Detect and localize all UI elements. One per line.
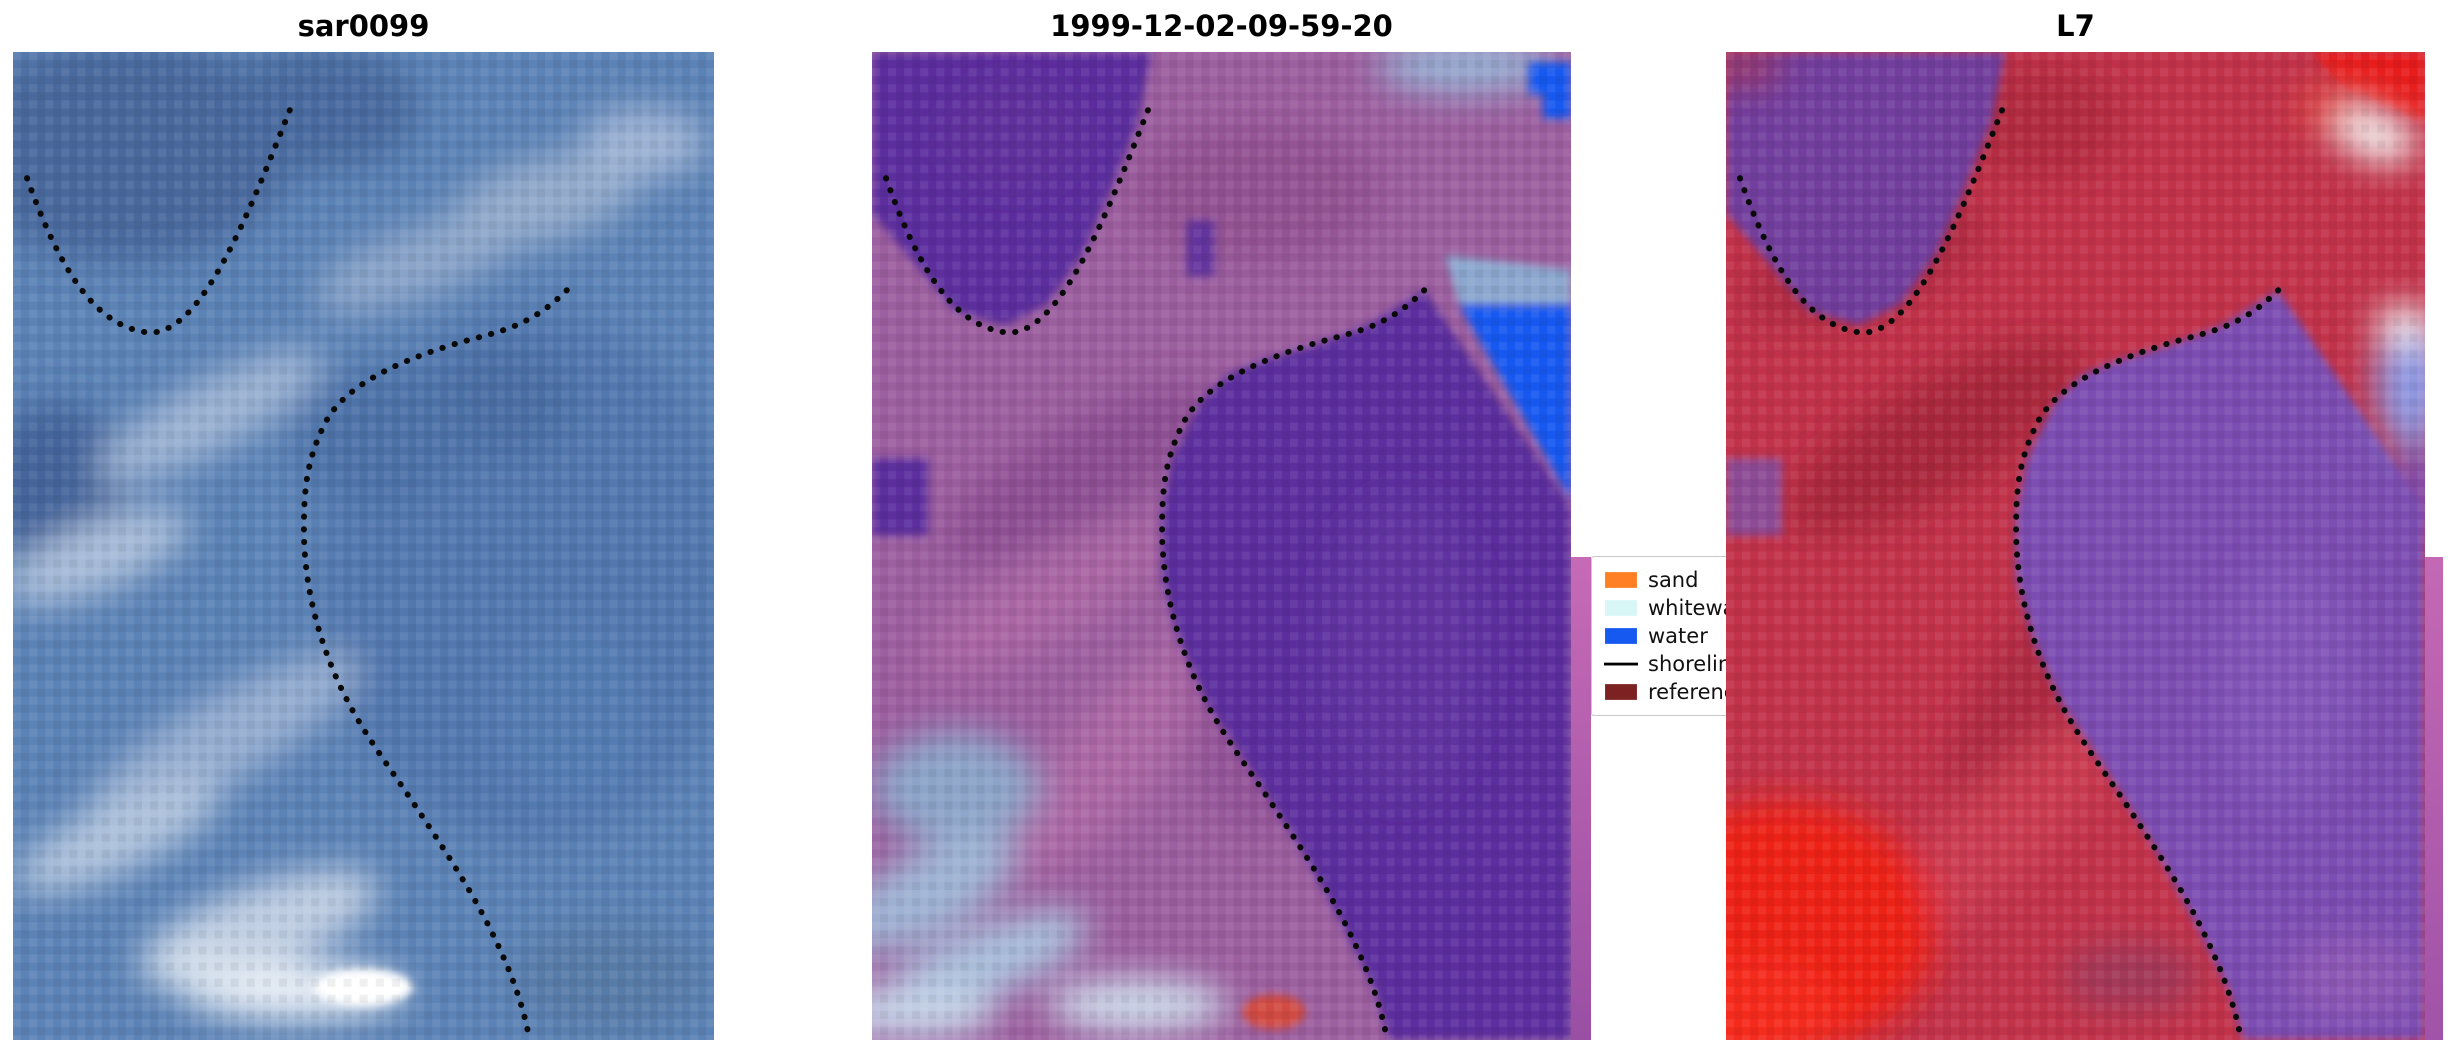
legend-item-water: water — [1604, 622, 1790, 650]
legend-label: water — [1648, 624, 1708, 648]
l7-edge-strip — [2425, 557, 2443, 1040]
panel-title-date: 1999-12-02-09-59-20 — [1050, 9, 1393, 43]
sand-swatch — [1605, 572, 1637, 588]
whitewater-swatch — [1605, 600, 1637, 616]
panel-title-l7: L7 — [2056, 9, 2095, 43]
classified-image — [872, 52, 1571, 1040]
shoreline-line-swatch — [1604, 662, 1638, 666]
shoreline-dots — [24, 98, 570, 1036]
shoreline-dots — [1737, 98, 2282, 1036]
water-swatch — [1605, 628, 1637, 644]
l7-image-panel — [1726, 52, 2425, 1040]
classified-image-panel — [872, 52, 1571, 1040]
legend-label: sand — [1648, 568, 1699, 592]
sar-image — [13, 52, 714, 1040]
l7-image — [1726, 52, 2425, 1040]
legend-item-sand: sand — [1604, 566, 1790, 594]
panel-title-sar: sar0099 — [297, 9, 430, 43]
sar-image-panel — [13, 52, 714, 1040]
reference-swatch — [1605, 684, 1637, 700]
classified-edge-strip — [1571, 557, 1591, 1040]
shoreline-dots — [883, 98, 1428, 1036]
